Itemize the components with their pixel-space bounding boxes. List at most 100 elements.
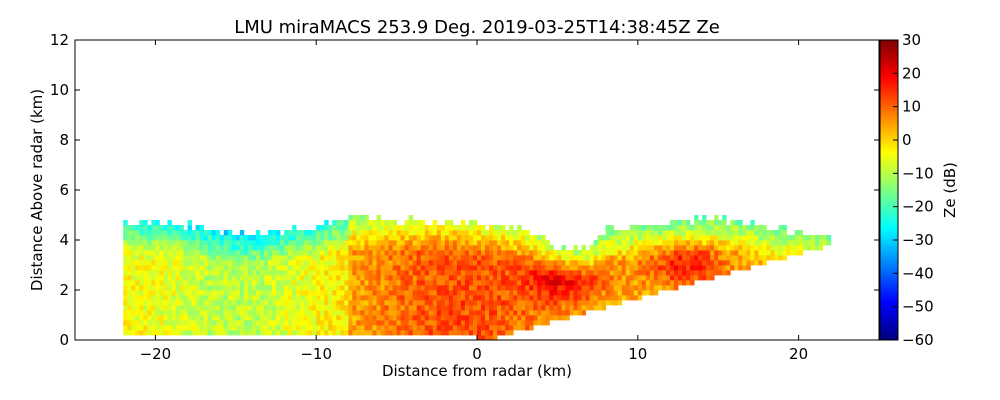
ze-cell bbox=[456, 295, 462, 301]
ze-cell bbox=[139, 230, 144, 236]
ze-cell bbox=[195, 315, 201, 321]
ze-cell bbox=[191, 305, 196, 311]
ze-cell bbox=[436, 285, 442, 291]
ze-cell bbox=[247, 310, 253, 316]
ze-cell bbox=[288, 290, 293, 296]
ze-cell bbox=[682, 220, 687, 226]
ze-cell bbox=[472, 300, 478, 306]
ze-cell bbox=[300, 230, 305, 236]
ze-cell bbox=[609, 230, 615, 236]
ze-cell bbox=[412, 285, 418, 291]
ze-cell bbox=[167, 255, 172, 261]
ze-cell bbox=[259, 330, 265, 336]
ze-cell bbox=[561, 305, 566, 311]
ze-cell bbox=[324, 250, 329, 256]
ze-cell bbox=[187, 325, 192, 331]
ze-cell bbox=[255, 255, 261, 261]
ze-cell bbox=[296, 290, 301, 296]
ze-cell bbox=[316, 320, 321, 326]
ze-cell bbox=[501, 280, 506, 286]
ze-cell bbox=[296, 295, 301, 301]
ze-cell bbox=[448, 275, 454, 281]
ze-cell bbox=[271, 250, 277, 256]
ze-cell bbox=[239, 295, 245, 301]
ze-cell bbox=[147, 275, 152, 281]
ze-cell bbox=[452, 305, 458, 311]
ze-cell bbox=[384, 310, 389, 316]
ze-cell bbox=[179, 280, 184, 286]
ze-cell bbox=[131, 265, 136, 271]
ze-cell bbox=[452, 235, 458, 241]
ze-cell bbox=[412, 320, 418, 326]
ze-cell bbox=[485, 285, 490, 291]
ze-cell bbox=[247, 270, 253, 276]
ze-cell bbox=[537, 300, 542, 306]
ze-cell bbox=[239, 250, 245, 256]
ze-cell bbox=[352, 260, 357, 266]
ze-cell bbox=[171, 255, 176, 261]
ze-cell bbox=[738, 255, 743, 261]
ze-cell bbox=[694, 265, 699, 271]
ze-cell bbox=[420, 255, 426, 261]
ze-cell bbox=[139, 240, 144, 246]
ze-cell bbox=[694, 240, 699, 246]
ze-cell bbox=[702, 220, 707, 226]
x-tick-label: −20 bbox=[140, 345, 172, 363]
ze-cell bbox=[505, 260, 510, 266]
ze-cell bbox=[179, 305, 184, 311]
ze-cell bbox=[376, 225, 381, 231]
ze-cell bbox=[489, 335, 494, 340]
ze-cell bbox=[682, 240, 687, 246]
ze-cell bbox=[183, 235, 188, 241]
ze-cell bbox=[163, 255, 168, 261]
ze-cell bbox=[472, 330, 478, 336]
ze-cell bbox=[179, 235, 184, 241]
ze-cell bbox=[251, 315, 257, 321]
ze-cell bbox=[408, 290, 414, 296]
ze-cell bbox=[235, 270, 241, 276]
ze-cell bbox=[513, 270, 518, 276]
ze-cell bbox=[641, 290, 647, 296]
ze-cell bbox=[171, 285, 176, 291]
ze-cell bbox=[468, 290, 474, 296]
ze-cell bbox=[613, 265, 619, 271]
ze-cell bbox=[682, 270, 687, 276]
ze-cell bbox=[372, 270, 377, 276]
ze-cell bbox=[267, 305, 273, 311]
ze-cell bbox=[509, 235, 514, 241]
ze-cell bbox=[159, 305, 164, 311]
ze-cell bbox=[432, 330, 438, 336]
ze-cell bbox=[400, 235, 406, 241]
ze-cell bbox=[211, 285, 217, 291]
ze-cell bbox=[529, 280, 534, 286]
ze-cell bbox=[629, 240, 635, 246]
ze-cell bbox=[549, 245, 554, 251]
ze-cell bbox=[348, 325, 353, 331]
ze-cell bbox=[746, 245, 751, 251]
ze-cell bbox=[682, 265, 687, 271]
ze-cell bbox=[452, 230, 458, 236]
ze-cell bbox=[255, 295, 261, 301]
ze-cell bbox=[179, 300, 184, 306]
ze-cell bbox=[127, 235, 132, 241]
ze-cell bbox=[376, 325, 381, 331]
ze-cell bbox=[472, 290, 478, 296]
ze-cell bbox=[376, 330, 381, 336]
ze-cell bbox=[352, 270, 357, 276]
ze-cell bbox=[231, 275, 237, 281]
ze-cell bbox=[718, 230, 723, 236]
ze-cell bbox=[669, 220, 675, 226]
ze-cell bbox=[726, 260, 731, 266]
ze-cell bbox=[525, 230, 530, 236]
ze-cell bbox=[191, 260, 196, 266]
ze-cell bbox=[420, 300, 426, 306]
ze-cell bbox=[239, 305, 245, 311]
ze-cell bbox=[171, 330, 176, 336]
ze-cell bbox=[332, 325, 337, 331]
ze-cell bbox=[505, 230, 510, 236]
ze-cell bbox=[296, 270, 301, 276]
ze-cell bbox=[589, 245, 594, 251]
ze-cell bbox=[143, 285, 148, 291]
ze-cell bbox=[239, 265, 245, 271]
ze-cell bbox=[276, 240, 281, 246]
